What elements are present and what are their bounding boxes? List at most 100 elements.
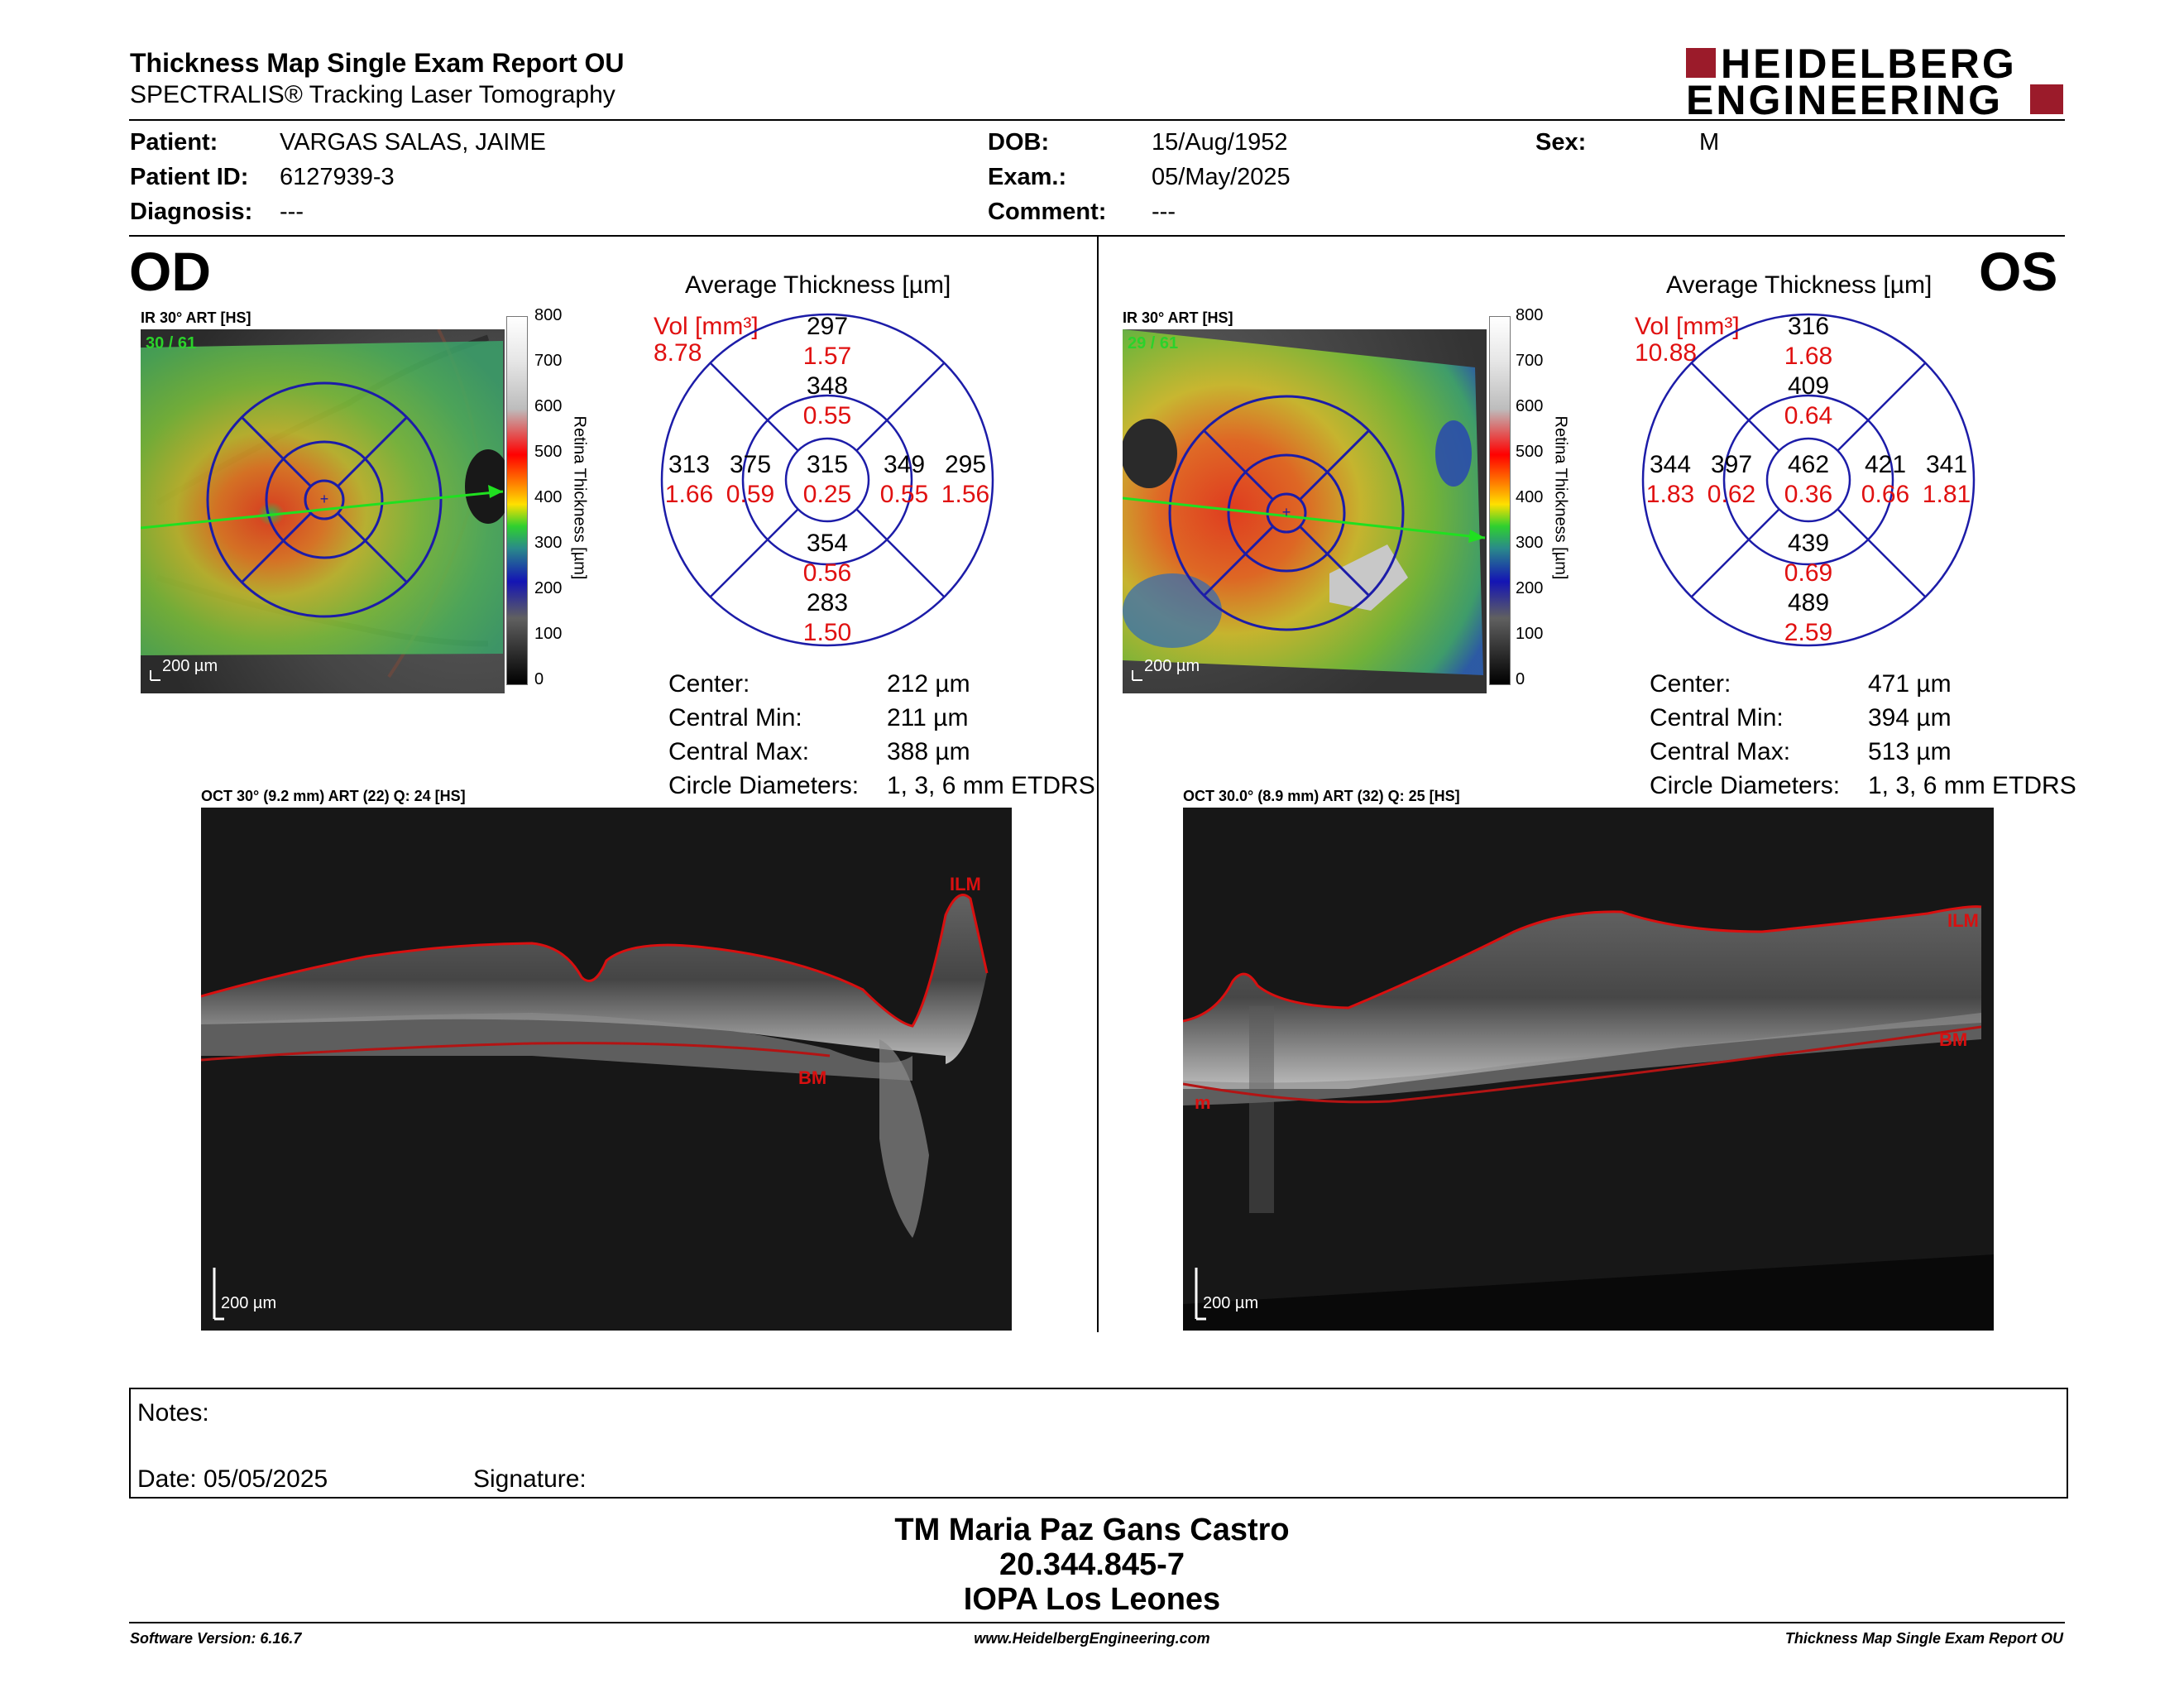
os-center-value: 471 µm bbox=[1868, 670, 1952, 698]
od-frame-count: 30 / 61 bbox=[146, 334, 197, 352]
od-tick: 0 bbox=[534, 670, 544, 688]
os-outer-sup-thickness: 316 bbox=[1787, 313, 1830, 340]
report-title: Thickness Map Single Exam Report OU bbox=[130, 48, 625, 78]
comment-value: --- bbox=[1152, 199, 1176, 225]
os-outer-sup-volume: 1.68 bbox=[1784, 343, 1833, 370]
od-colorbar bbox=[506, 316, 528, 685]
svg-text:+: + bbox=[320, 491, 329, 507]
od-inner-left-volume: 0.59 bbox=[726, 481, 775, 508]
os-inner-left-thickness: 397 bbox=[1710, 451, 1753, 478]
od-outer-right-volume: 1.56 bbox=[941, 481, 990, 508]
os-outer-inf-thickness: 489 bbox=[1787, 589, 1830, 616]
footer-divider bbox=[129, 1622, 2065, 1623]
dob-value: 15/Aug/1952 bbox=[1152, 129, 1288, 156]
os-inner-right-volume: 0.66 bbox=[1861, 481, 1910, 508]
os-max-value: 513 µm bbox=[1868, 738, 1952, 765]
os-outer-right-thickness: 341 bbox=[1925, 451, 1968, 478]
od-tick: 400 bbox=[534, 488, 563, 506]
os-tick: 700 bbox=[1516, 352, 1544, 370]
od-ilm-label: ILM bbox=[950, 874, 981, 894]
exam-value: 05/May/2025 bbox=[1152, 164, 1291, 190]
od-inner-right-volume: 0.55 bbox=[879, 481, 929, 508]
exam-label: Exam.: bbox=[988, 164, 1067, 190]
od-vol-total: 8.78 bbox=[654, 339, 702, 367]
od-thickness-map: + 30 / 61 200 µm bbox=[141, 329, 505, 693]
os-inner-left-volume: 0.62 bbox=[1707, 481, 1756, 508]
od-tick: 500 bbox=[534, 443, 563, 461]
od-inner-left-thickness: 375 bbox=[729, 451, 772, 478]
logo-square-bottom bbox=[2030, 84, 2063, 114]
comment-label: Comment: bbox=[988, 199, 1107, 225]
os-tick: 800 bbox=[1516, 306, 1544, 324]
od-outer-sup-thickness: 297 bbox=[806, 313, 849, 340]
os-map-scale: 200 µm bbox=[1144, 657, 1200, 675]
os-outer-left-thickness: 344 bbox=[1649, 451, 1692, 478]
od-inner-inf-thickness: 354 bbox=[806, 530, 849, 557]
od-inner-inf-volume: 0.56 bbox=[802, 559, 852, 587]
patient-name: VARGAS SALAS, JAIME bbox=[280, 129, 546, 156]
od-diam-value: 1, 3, 6 mm ETDRS bbox=[887, 772, 1095, 799]
od-thickness-map-svg: + bbox=[141, 329, 505, 693]
eye-label-os: OS bbox=[1979, 241, 2058, 302]
os-tick: 100 bbox=[1516, 625, 1544, 643]
os-oct-caption: OCT 30.0° (8.9 mm) ART (32) Q: 25 [HS] bbox=[1183, 788, 1460, 804]
dob-label: DOB: bbox=[988, 129, 1050, 156]
sig-institution: IOPA Los Leones bbox=[963, 1582, 1221, 1617]
software-version: Software Version: 6.16.7 bbox=[130, 1630, 302, 1647]
od-min-value: 211 µm bbox=[887, 704, 969, 731]
diagnosis-value: --- bbox=[280, 199, 304, 225]
os-thickness-map: + 29 / 61 200 µm bbox=[1123, 329, 1487, 693]
os-max-label: Central Max: bbox=[1650, 738, 1791, 765]
od-tick: 100 bbox=[534, 625, 563, 643]
os-inner-right-thickness: 421 bbox=[1864, 451, 1907, 478]
os-frame-count: 29 / 61 bbox=[1128, 334, 1179, 352]
eye-divider bbox=[1097, 237, 1099, 1332]
od-min-label: Central Min: bbox=[668, 704, 802, 731]
sig-id: 20.344.845-7 bbox=[999, 1547, 1185, 1582]
os-tick: 200 bbox=[1516, 579, 1544, 597]
os-vol-label: Vol [mm³] bbox=[1635, 313, 1740, 340]
website-link[interactable]: www.HeidelbergEngineering.com bbox=[974, 1630, 1210, 1647]
os-center-volume: 0.36 bbox=[1784, 481, 1833, 508]
od-avg-title: Average Thickness [µm] bbox=[685, 271, 951, 299]
od-tick: 300 bbox=[534, 534, 563, 552]
os-tick: 400 bbox=[1516, 488, 1544, 506]
logo-line2: ENGINEERING bbox=[1686, 77, 2004, 123]
od-inner-sup-volume: 0.55 bbox=[802, 402, 852, 429]
od-diam-label: Circle Diameters: bbox=[668, 772, 860, 799]
os-outer-left-volume: 1.83 bbox=[1645, 481, 1695, 508]
patient-label: Patient: bbox=[130, 129, 218, 156]
od-etdrs-grid bbox=[660, 313, 994, 647]
os-oct-svg bbox=[1183, 905, 1994, 1331]
od-outer-inf-volume: 1.50 bbox=[802, 619, 852, 646]
os-colorbar bbox=[1489, 316, 1511, 685]
os-bm-label: BM bbox=[1939, 1029, 1968, 1050]
os-diam-label: Circle Diameters: bbox=[1650, 772, 1841, 799]
os-inner-inf-volume: 0.69 bbox=[1784, 559, 1833, 587]
notes-box[interactable]: Notes: Date: 05/05/2025 Signature: bbox=[129, 1388, 2068, 1499]
svg-text:+: + bbox=[1282, 504, 1291, 520]
os-tick: 500 bbox=[1516, 443, 1544, 461]
report-subtitle: SPECTRALIS® Tracking Laser Tomography bbox=[130, 81, 615, 108]
os-vol-total: 10.88 bbox=[1635, 339, 1698, 367]
os-inner-inf-thickness: 439 bbox=[1787, 530, 1830, 557]
od-outer-left-thickness: 313 bbox=[668, 451, 711, 478]
os-m-label: m bbox=[1195, 1092, 1211, 1113]
od-colorbar-title: Retina Thickness [µm] bbox=[570, 415, 589, 580]
logo-square-top bbox=[1686, 48, 1716, 78]
od-ir-caption: IR 30° ART [HS] bbox=[141, 309, 251, 326]
os-tick: 300 bbox=[1516, 534, 1544, 552]
od-center-thickness: 315 bbox=[806, 451, 849, 478]
os-ilm-label: ILM bbox=[1947, 910, 1979, 931]
od-oct-scale: 200 µm bbox=[221, 1294, 277, 1312]
os-ir-caption: IR 30° ART [HS] bbox=[1123, 309, 1233, 326]
footer-report-name: Thickness Map Single Exam Report OU bbox=[1784, 1630, 2063, 1647]
od-outer-left-volume: 1.66 bbox=[664, 481, 714, 508]
od-max-value: 388 µm bbox=[887, 738, 970, 765]
os-tick: 0 bbox=[1516, 670, 1525, 688]
od-tick: 600 bbox=[534, 397, 563, 415]
logo-line1: HEIDELBERG bbox=[1721, 41, 2017, 87]
signature-label: Signature: bbox=[473, 1465, 587, 1493]
os-colorbar-title: Retina Thickness [µm] bbox=[1551, 415, 1570, 580]
os-inner-sup-thickness: 409 bbox=[1787, 372, 1830, 400]
